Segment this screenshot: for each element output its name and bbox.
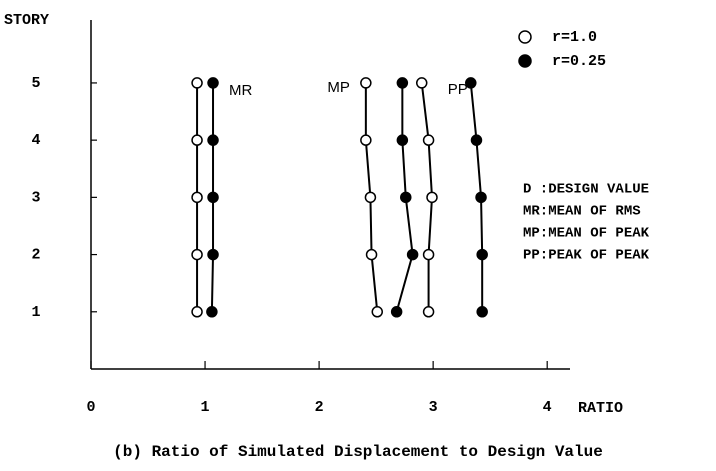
y-tick-label: 3: [31, 189, 40, 206]
data-point: [371, 306, 384, 318]
data-point: [207, 191, 219, 204]
data-point: [470, 134, 483, 146]
x-tick-label: 4: [543, 399, 552, 416]
x-axis-label: RATIO: [578, 400, 623, 417]
x-tick-label: 2: [315, 399, 324, 416]
note: MP:MEAN OF PEAK: [523, 226, 650, 242]
data-point: [360, 134, 372, 146]
data-point: [422, 248, 435, 261]
x-tick-label: 0: [86, 399, 95, 416]
data-point: [207, 248, 219, 261]
data-point: [207, 134, 219, 146]
data-point: [191, 191, 203, 204]
data-point: [191, 306, 203, 318]
data-point: [396, 77, 409, 89]
legend-label: r=1.0: [552, 29, 597, 46]
data-point: [475, 191, 487, 204]
data-point: [191, 248, 203, 261]
y-tick-label: 1: [31, 304, 40, 321]
y-axis-label: STORY: [4, 12, 49, 29]
legend-marker: [518, 54, 532, 68]
data-point: [390, 306, 403, 318]
x-tick-label: 1: [201, 399, 210, 416]
y-tick-label: 2: [31, 247, 40, 264]
data-point: [365, 248, 378, 261]
data-point: [422, 306, 435, 318]
note: MR:MEAN OF RMS: [523, 204, 641, 220]
data-point: [415, 77, 428, 89]
group-label: PP: [448, 81, 468, 98]
data-point: [426, 191, 438, 204]
data-point: [191, 77, 203, 89]
data-point: [206, 306, 218, 318]
note: D :DESIGN VALUE: [523, 182, 649, 198]
group-label: MR: [229, 82, 252, 99]
data-point: [400, 191, 412, 204]
y-tick-label: 4: [31, 132, 40, 149]
data-point: [207, 77, 219, 89]
data-point: [396, 134, 409, 146]
data-point: [360, 77, 372, 89]
caption: (b) Ratio of Simulated Displacement to D…: [113, 443, 603, 461]
note: PP:PEAK OF PEAK: [523, 248, 650, 264]
legend-label: r=0.25: [552, 53, 606, 70]
data-point: [364, 191, 377, 204]
group-label: MP: [327, 79, 350, 96]
data-point: [476, 248, 488, 261]
data-point: [191, 134, 203, 146]
data-point: [422, 134, 435, 146]
x-tick-label: 3: [429, 399, 438, 416]
data-point: [465, 77, 477, 89]
y-tick-label: 5: [31, 75, 40, 92]
data-point: [406, 248, 419, 261]
data-point: [476, 306, 488, 318]
legend-marker: [518, 30, 532, 44]
